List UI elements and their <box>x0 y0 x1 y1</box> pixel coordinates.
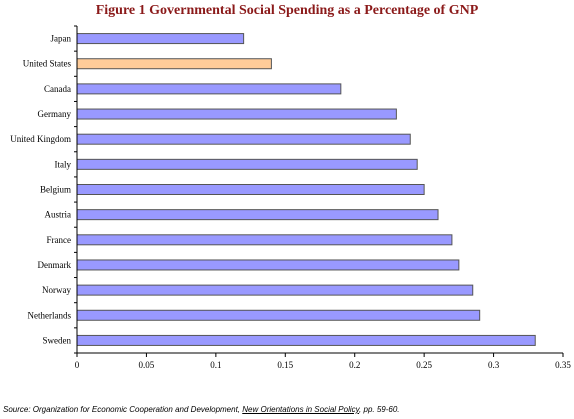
axes-group <box>74 25 564 357</box>
bar-netherlands <box>76 309 481 321</box>
x-tick-label: 0.3 <box>488 360 500 370</box>
category-label-denmark: Denmark <box>38 260 72 270</box>
bar-canada <box>76 83 342 95</box>
category-label-norway: Norway <box>42 285 71 295</box>
bar-united-states <box>76 58 272 70</box>
bars-group <box>76 33 536 346</box>
bar-japan <box>76 33 245 45</box>
category-label-united-states: United States <box>23 59 72 69</box>
tick-labels: 0 0.05 0.1 0.15 0.2 0.25 0.3 0.35 <box>75 360 572 370</box>
source-publication: New Orientations in Social Policy <box>242 405 360 414</box>
x-tick-label: 0.1 <box>210 360 221 370</box>
source-suffix: , pp. 59-60. <box>359 405 400 414</box>
x-tick-label: 0.2 <box>349 360 360 370</box>
bar-italy <box>76 158 418 170</box>
x-tick-label: 0.05 <box>139 360 155 370</box>
category-label-netherlands: Netherlands <box>28 310 72 320</box>
category-label-italy: Italy <box>55 159 72 169</box>
source-prefix: Source: Organization for Economic Cooper… <box>3 405 243 414</box>
bar-france <box>76 234 453 246</box>
category-label-belgium: Belgium <box>40 185 71 195</box>
x-tick-label: 0.15 <box>277 360 293 370</box>
category-label-united-kingdom: United Kingdom <box>10 134 71 144</box>
bar-belgium <box>76 184 425 195</box>
x-tick-label: 0.35 <box>555 360 571 370</box>
bar-united-kingdom <box>76 133 411 145</box>
bar-norway <box>76 284 474 296</box>
bar-sweden <box>76 334 536 346</box>
source-note: Source: Organization for Economic Cooper… <box>3 405 400 414</box>
category-label-germany: Germany <box>38 109 72 119</box>
category-label-sweden: Sweden <box>43 335 72 345</box>
chart-title: Figure 1 Governmental Social Spending as… <box>95 3 479 18</box>
category-label-france: France <box>47 235 72 245</box>
x-tick-label: 0.25 <box>416 360 432 370</box>
bar-austria <box>76 209 439 221</box>
bar-germany <box>76 108 397 120</box>
category-label-japan: Japan <box>51 34 72 44</box>
category-labels: Japan United States Canada Germany United Ki… <box>10 34 71 346</box>
category-label-austria: Austria <box>45 210 72 220</box>
bar-denmark <box>76 259 460 271</box>
x-tick-label: 0 <box>75 360 80 370</box>
category-label-canada: Canada <box>44 84 71 94</box>
